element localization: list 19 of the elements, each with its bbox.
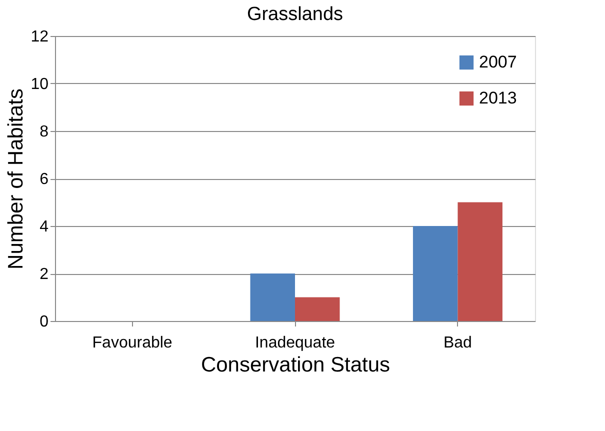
y-tick-label: 8 bbox=[40, 124, 49, 140]
chart-title: Grasslands bbox=[246, 4, 344, 25]
y-axis-title: Number of Habitats bbox=[4, 88, 28, 270]
legend-label: 2013 bbox=[479, 88, 517, 108]
y-tick-label: 12 bbox=[30, 28, 49, 46]
bar bbox=[295, 297, 340, 321]
y-tick-label: 4 bbox=[40, 218, 49, 236]
bar bbox=[412, 226, 458, 321]
x-tick-label: Inadequate bbox=[254, 334, 336, 352]
y-tick-label: 10 bbox=[30, 76, 49, 93]
legend-label: 2007 bbox=[479, 52, 517, 72]
y-tick-label: 0 bbox=[40, 314, 49, 330]
bar bbox=[250, 274, 295, 321]
x-tick-label: Bad bbox=[443, 334, 472, 352]
y-tick-label: 2 bbox=[40, 266, 49, 283]
x-axis-title: Conservation Status bbox=[200, 354, 390, 376]
x-tick-label: Favourable bbox=[92, 334, 172, 352]
bar bbox=[458, 202, 502, 321]
y-tick-label: 6 bbox=[40, 171, 49, 188]
